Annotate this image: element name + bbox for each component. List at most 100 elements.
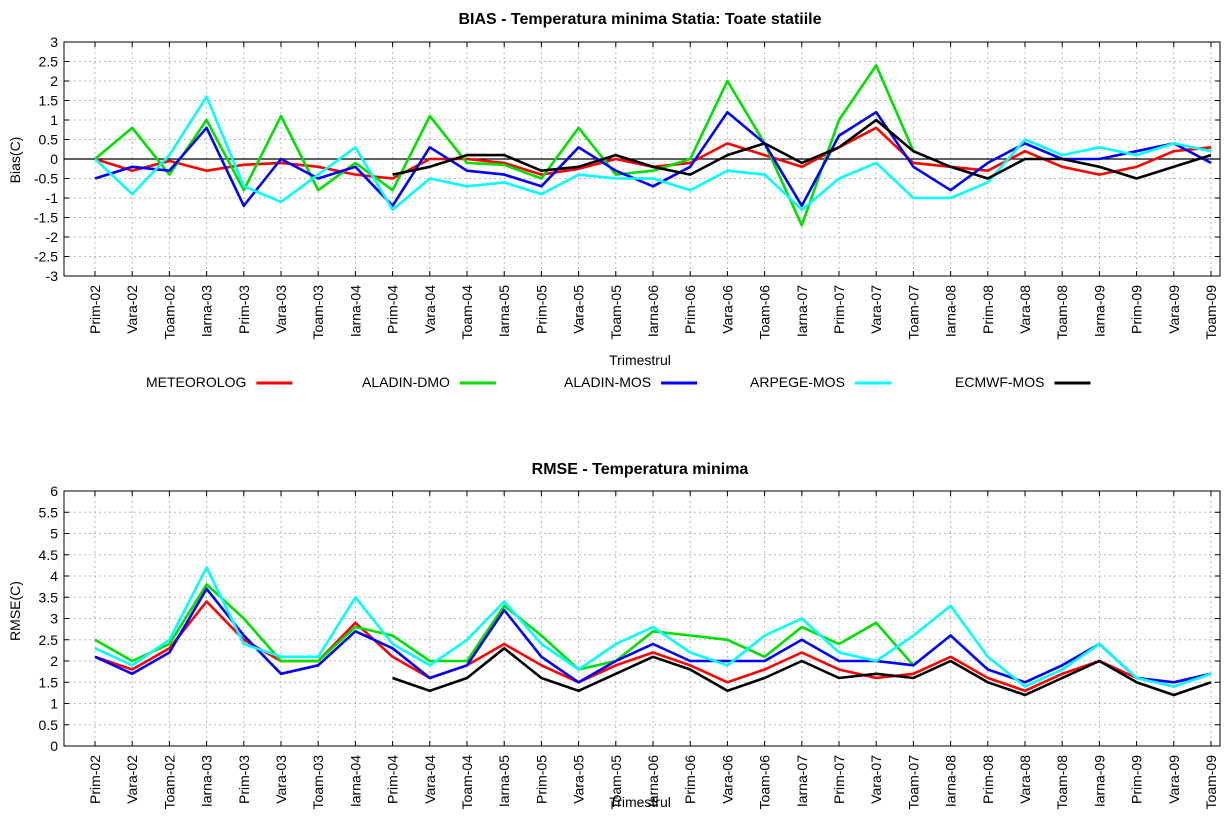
bias-series-ecmwf-mos [392,118,1212,180]
bias-y-tick-label: -0.5 [34,171,58,187]
bias-x-tick-label: Vara-05 [571,285,587,334]
rmse-x-tick-label: Vara-06 [719,755,735,804]
rmse-x-tick-label: Vara-09 [1166,755,1182,804]
rmse-y-tick-label: 4 [50,568,58,584]
bias-x-tick-label: Toam-09 [1203,285,1219,340]
bias-x-tick-label: Vara-06 [719,285,735,334]
rmse-x-axis-label: Trimestrul [609,794,671,810]
bias-y-tick-label: 1.5 [39,93,59,109]
bias-x-tick-label: Vara-07 [868,285,884,334]
bias-x-tick-label: Prim-02 [87,285,103,334]
bias-y-tick-label: 2 [50,73,58,89]
rmse-x-tick-label: Vara-04 [422,755,438,804]
bias-x-tick-label: Toam-02 [161,285,177,340]
bias-x-tick-label: Prim-05 [533,285,549,334]
legend-label: ALADIN-DMO [362,374,450,390]
legend-label: ARPEGE-MOS [750,374,845,390]
bias-x-axis-label: Trimestrul [609,352,671,368]
legend-item-arpege-mos: ARPEGE-MOS [750,374,891,390]
rmse-series-ecmwf-mos [392,646,1212,697]
bias-y-axis-label: Bias(C) [7,137,23,184]
rmse-series-arpege-mos [94,566,1212,688]
rmse-series-line-arpege-mos [94,566,1212,688]
rmse-y-axis-label: RMSE(C) [7,581,23,641]
rmse-x-tick-label: Iarna-08 [943,755,959,807]
rmse-x-tick-label: Prim-07 [831,755,847,804]
rmse-grid [64,490,1220,747]
rmse-y-tick-label: 2.5 [39,632,59,648]
bias-y-tick-label: -2.5 [34,249,58,265]
rmse-x-tick-label: Vara-03 [273,755,289,804]
legend-label: ALADIN-MOS [564,374,651,390]
rmse-x-tick-label: Vara-08 [1017,755,1033,804]
rmse-y-tick-label: 6 [50,483,58,499]
rmse-series-line-aladin-dmo [94,583,915,671]
bias-y-tick-label: 2.5 [39,54,59,70]
rmse-x-tick-label: Prim-08 [980,755,996,804]
rmse-series-aladin-dmo [94,583,915,671]
bias-x-tick-label: Iarna-03 [199,285,215,337]
bias-x-tick-label: Iarna-05 [496,285,512,337]
bias-chart: BIAS - Temperatura minima Statia: Toate … [7,11,1221,368]
rmse-y-tick-label: 5 [50,526,58,542]
rmse-x-tick-label: Toam-04 [459,755,475,810]
bias-series-aladin-dmo [94,64,915,227]
bias-x-tick-label: Iarna-06 [645,285,661,337]
bias-x-tick-label: Toam-05 [608,285,624,340]
rmse-x-tick-label: Toam-02 [161,755,177,810]
bias-x-tick-label: Iarna-09 [1091,285,1107,337]
bias-y-tick-label: 1 [50,112,58,128]
rmse-x-tick-label: Vara-07 [868,755,884,804]
bias-y-tick-label: 3 [50,34,58,50]
bias-series-line-aladin-mos [94,110,1212,208]
legend-item-meteorolog: METEOROLOG [146,374,293,390]
rmse-y-tick-label: 3 [50,611,58,627]
rmse-chart-title: RMSE - Temperatura minima [532,461,749,478]
bias-x-tick-label: Prim-09 [1129,285,1145,334]
rmse-x-tick-label: Iarna-06 [645,755,661,807]
bias-x-tick-label: Vara-03 [273,285,289,334]
rmse-x-tick-label: Prim-04 [385,755,401,804]
rmse-y-tick-label: 1.5 [39,674,59,690]
bias-x-tick-label: Prim-07 [831,285,847,334]
bias-y-tick-label: -1 [46,190,59,206]
bias-y-tick-label: 0.5 [39,132,59,148]
rmse-x-tick-label: Prim-03 [236,755,252,804]
bias-y-tick-label: -3 [46,268,59,284]
rmse-x-tick-label: Prim-02 [87,755,103,804]
rmse-chart: RMSE - Temperatura minima Trimestrul RMS… [7,461,1221,810]
rmse-y-tick-label: 2 [50,653,58,669]
bias-series-arpege-mos [94,95,1212,211]
rmse-x-tick-label: Iarna-04 [347,755,363,807]
bias-x-tick-label: Toam-06 [757,285,773,340]
rmse-y-tick-label: 0 [50,738,58,754]
rmse-plot-frame [63,490,1221,747]
legend-item-ecmwf-mos: ECMWF-MOS [955,374,1091,390]
bias-x-tick-label: Prim-03 [236,285,252,334]
legend-label: METEOROLOG [146,374,246,390]
bias-x-tick-label: Vara-09 [1166,285,1182,334]
legend: METEOROLOG ALADIN-DMO ALADIN-MOS ARPEGE-MOS… [146,374,1091,390]
bias-chart-title: BIAS - Temperatura minima Statia: Toate … [458,11,821,28]
rmse-x-tick-label: Iarna-03 [199,755,215,807]
legend-label: ECMWF-MOS [955,374,1044,390]
rmse-y-tick-label: 3.5 [39,589,59,605]
rmse-x-tick-label: Toam-08 [1054,755,1070,810]
bias-x-tick-label: Vara-02 [124,285,140,334]
rmse-x-tick-label: Toam-09 [1203,755,1219,810]
rmse-x-tick-label: Toam-06 [757,755,773,810]
bias-x-tick-label: Prim-08 [980,285,996,334]
bias-series-line-ecmwf-mos [392,118,1212,180]
bias-x-tick-label: Toam-07 [905,285,921,340]
rmse-y-tick-label: 1 [50,696,58,712]
bias-series-aladin-mos [94,110,1212,208]
bias-x-tick-label: Iarna-04 [347,285,363,337]
bias-x-tick-label: Toam-08 [1054,285,1070,340]
bias-y-tick-label: 0 [50,151,58,167]
rmse-x-tick-label: Toam-03 [310,755,326,810]
bias-x-tick-label: Toam-04 [459,285,475,340]
bias-x-tick-label: Vara-04 [422,285,438,334]
rmse-x-tick-label: Vara-05 [571,755,587,804]
bias-series-line-aladin-dmo [94,64,915,227]
